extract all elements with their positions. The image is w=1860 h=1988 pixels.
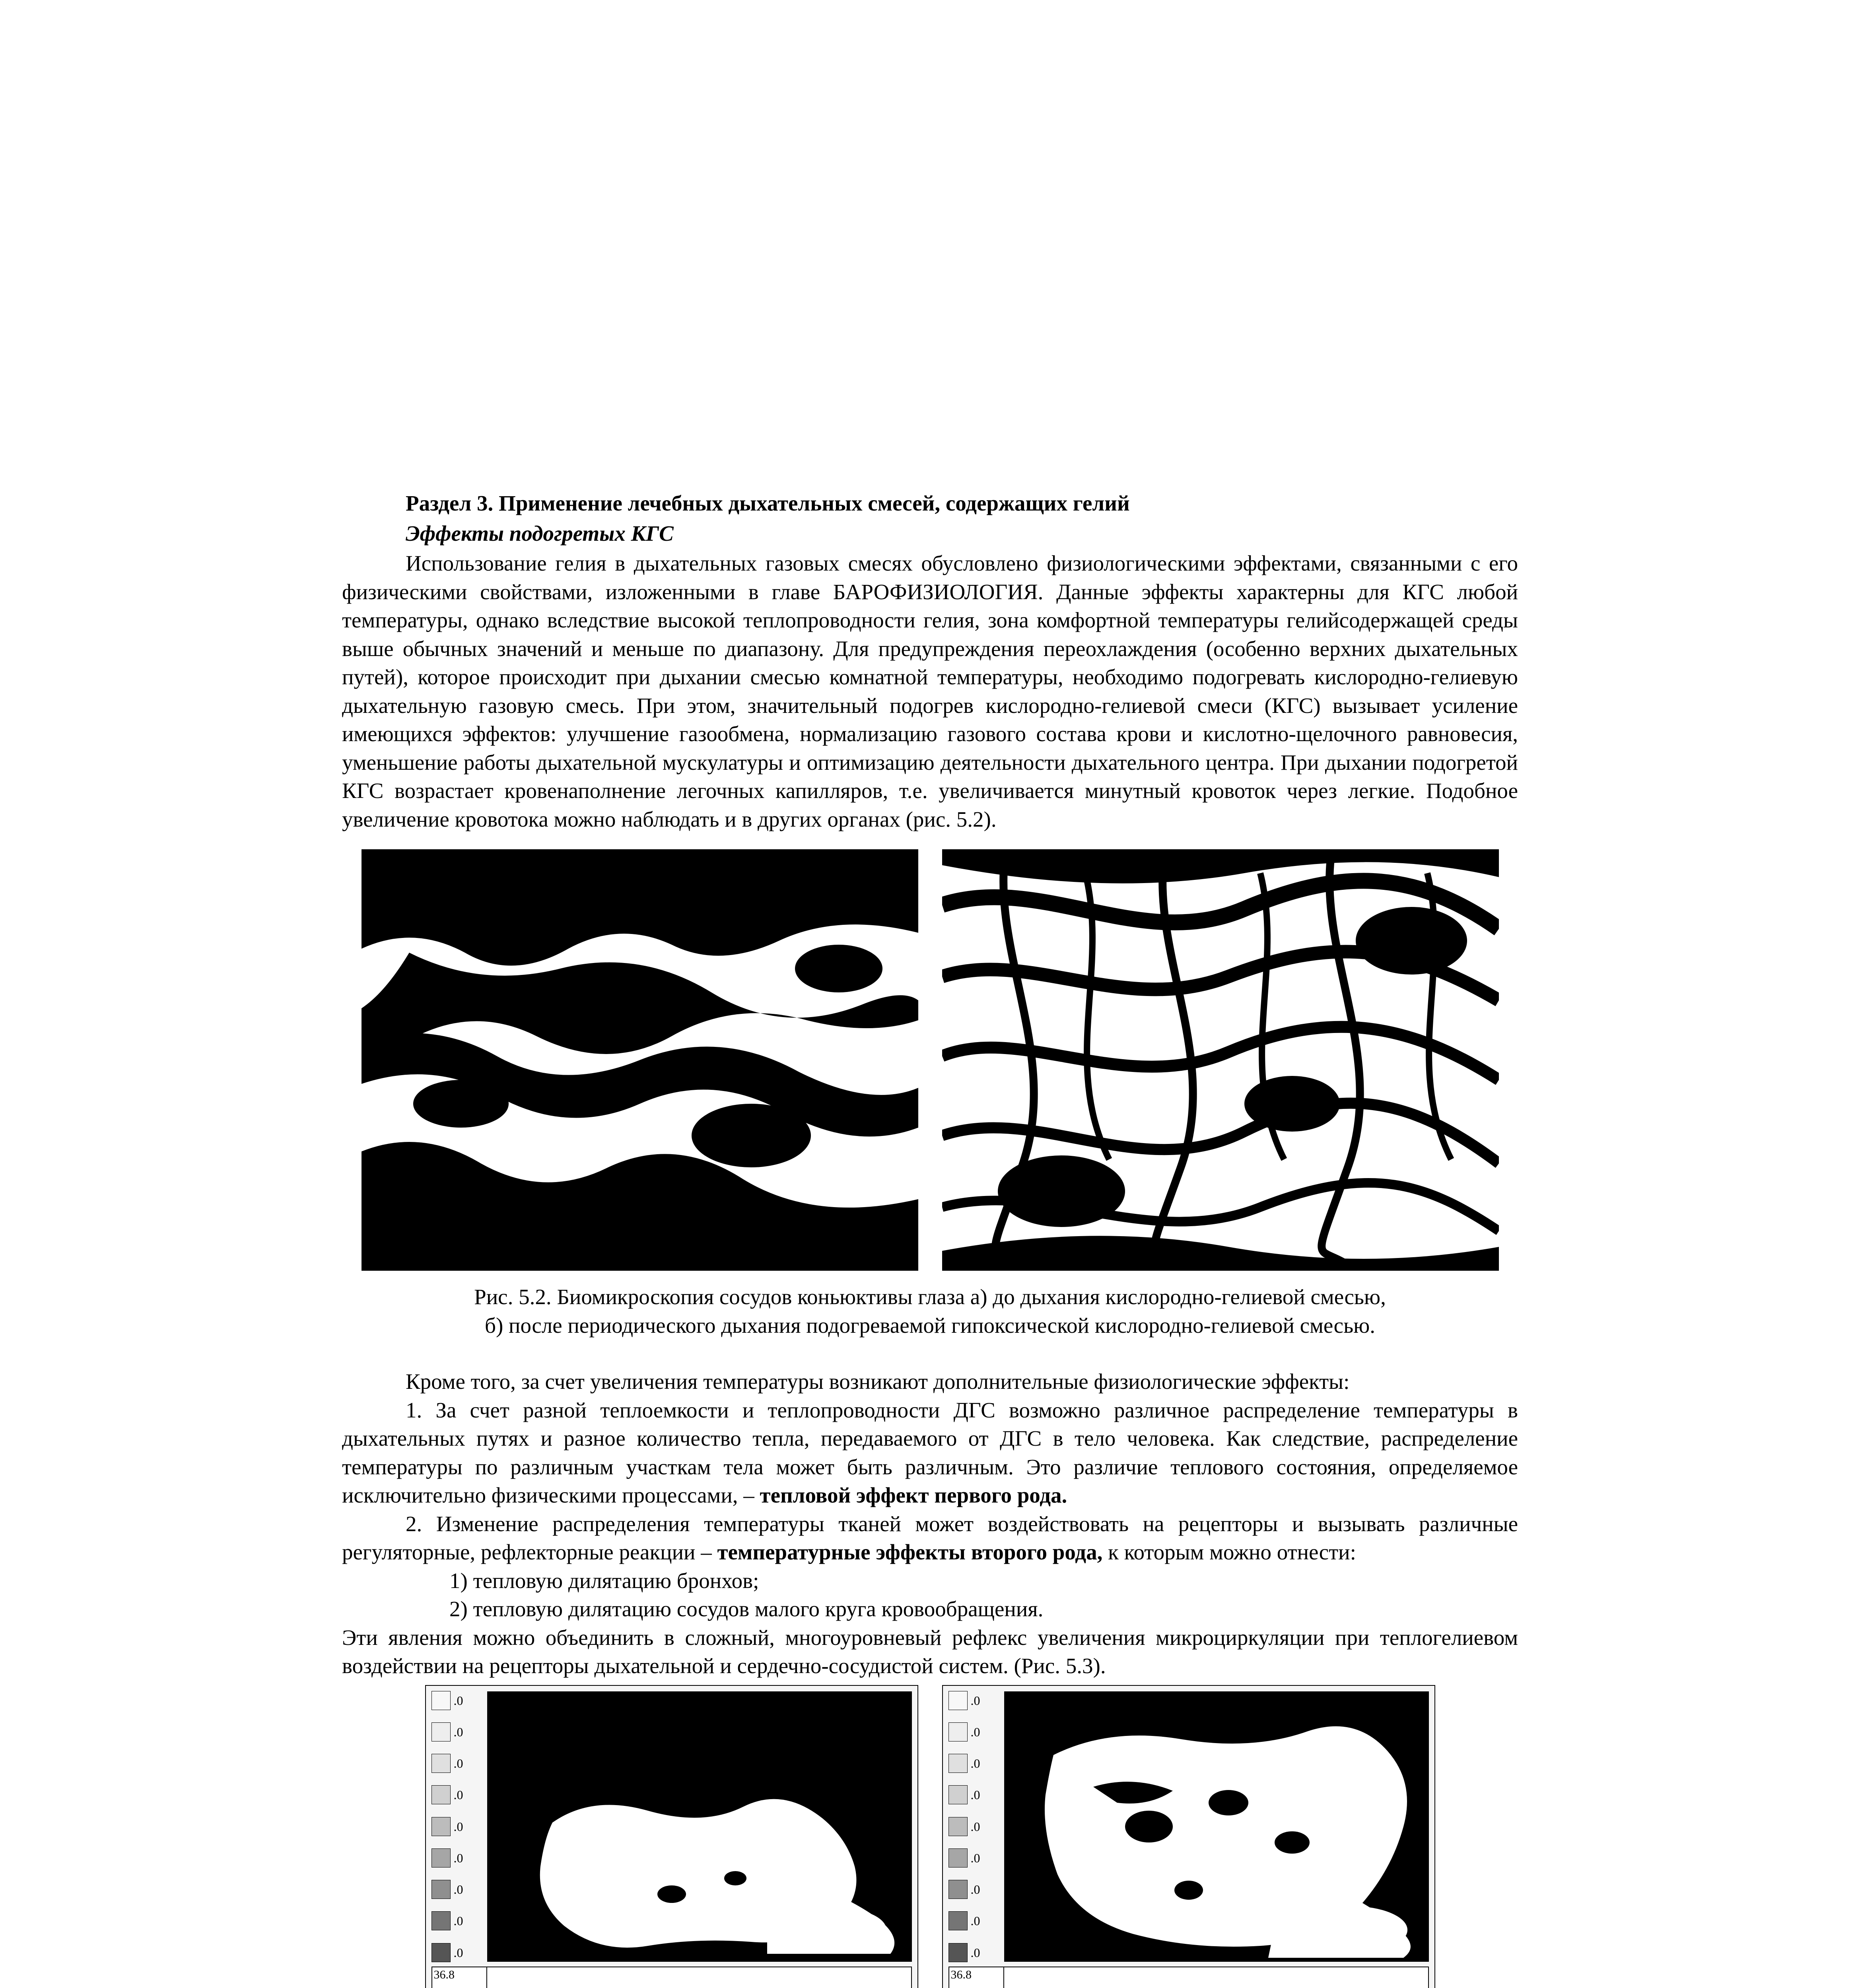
paragraph-3: 1. За счет разной теплоемкости и теплопр… bbox=[342, 1396, 1518, 1510]
swatch-icon bbox=[948, 1785, 968, 1804]
thermo-top-a: .0 .0 .0 .0 .0 .0 .0 .0 .0 bbox=[431, 1691, 912, 1962]
thermo-scale-a: .0 .0 .0 .0 .0 .0 .0 .0 .0 bbox=[431, 1691, 483, 1962]
scale-label: .0 bbox=[454, 1852, 463, 1864]
paragraph-5: Эти явления можно объединить в сложный, … bbox=[342, 1623, 1518, 1680]
strip-label: 36.8 bbox=[434, 1969, 482, 1981]
swatch-icon bbox=[948, 1691, 968, 1710]
figure-5-2-caption: Рис. 5.2. Биомикроскопия сосудов коньюкт… bbox=[474, 1283, 1386, 1340]
page: Раздел 3. Применение лечебных дыхательны… bbox=[0, 0, 1860, 1988]
figure-5-3-wrap-b: .0 .0 .0 .0 .0 .0 .0 .0 .0 bbox=[942, 1685, 1435, 1988]
swatch-icon bbox=[948, 1754, 968, 1773]
scale-label: .0 bbox=[454, 1757, 463, 1770]
strip-scale-b: 36.8 29.4 22.0 bbox=[949, 1967, 1001, 1988]
section-subheading: Эффекты подогретых КГС bbox=[342, 519, 1518, 548]
scale-label: .0 bbox=[971, 1820, 980, 1833]
thermo-panel-a: .0 .0 .0 .0 .0 .0 .0 .0 .0 bbox=[425, 1685, 918, 1988]
scale-label: .0 bbox=[454, 1820, 463, 1833]
paragraph-2: Кроме того, за счет увеличения температу… bbox=[342, 1367, 1518, 1396]
swatch-icon bbox=[431, 1785, 451, 1804]
swatch-icon bbox=[431, 1848, 451, 1868]
swatch-icon bbox=[431, 1943, 451, 1962]
figure-5-2: Рис. 5.2. Биомикроскопия сосудов коньюкт… bbox=[342, 849, 1518, 1355]
swatch-icon bbox=[431, 1722, 451, 1741]
swatch-icon bbox=[948, 1943, 968, 1962]
figure-5-2-caption-line2: б) после периодического дыхания подогрев… bbox=[485, 1313, 1375, 1338]
swatch-icon bbox=[431, 1817, 451, 1836]
scale-label: .0 bbox=[971, 1852, 980, 1864]
scale-label: .0 bbox=[971, 1788, 980, 1801]
paragraph-4-bold: температурные эффекты второго рода, bbox=[717, 1540, 1103, 1564]
scale-label: .0 bbox=[454, 1788, 463, 1801]
swatch-icon bbox=[431, 1691, 451, 1710]
scale-label: .0 bbox=[454, 1694, 463, 1707]
paragraph-1: Использование гелия в дыхательных газовы… bbox=[342, 549, 1518, 833]
scale-label: .0 bbox=[971, 1914, 980, 1927]
scale-label: .0 bbox=[971, 1694, 980, 1707]
list-item-2: 2) тепловую дилятацию сосудов малого кру… bbox=[342, 1595, 1518, 1623]
thermo-strip-a: 36.8 29.4 22.0 bbox=[431, 1967, 912, 1988]
thermo-strip-b: 36.8 29.4 22.0 bbox=[948, 1967, 1429, 1988]
list-item-1: 1) тепловую дилятацию бронхов; bbox=[342, 1567, 1518, 1595]
section-heading: Раздел 3. Применение лечебных дыхательны… bbox=[342, 489, 1518, 518]
thermo-top-b: .0 .0 .0 .0 .0 .0 .0 .0 .0 bbox=[948, 1691, 1429, 1962]
vessel-image-a bbox=[362, 849, 918, 1271]
scale-label: .0 bbox=[971, 1946, 980, 1959]
scale-label: .0 bbox=[454, 1914, 463, 1927]
swatch-icon bbox=[948, 1911, 968, 1930]
strip-graph-a bbox=[484, 1967, 911, 1988]
swatch-icon bbox=[948, 1722, 968, 1741]
swatch-icon bbox=[948, 1880, 968, 1899]
strip-scale-a: 36.8 29.4 22.0 bbox=[432, 1967, 484, 1988]
swatch-icon bbox=[431, 1911, 451, 1930]
figure-5-2-panel-b bbox=[942, 849, 1499, 1271]
scale-label: .0 bbox=[454, 1726, 463, 1738]
thermo-image-b bbox=[1004, 1691, 1429, 1962]
scale-label: .0 bbox=[971, 1883, 980, 1896]
scale-label: .0 bbox=[971, 1757, 980, 1770]
swatch-icon bbox=[948, 1848, 968, 1868]
paragraph-4-text-b: к которым можно отнести: bbox=[1102, 1540, 1356, 1564]
swatch-icon bbox=[948, 1817, 968, 1836]
paragraph-3-bold: тепловой эффект первого рода. bbox=[760, 1483, 1067, 1507]
figure-5-2-row bbox=[362, 849, 1499, 1271]
figure-5-2-caption-line1: Рис. 5.2. Биомикроскопия сосудов коньюкт… bbox=[474, 1285, 1386, 1309]
scale-label: .0 bbox=[454, 1883, 463, 1896]
swatch-icon bbox=[431, 1880, 451, 1899]
thermo-image-a bbox=[487, 1691, 912, 1962]
figure-5-3-row: .0 .0 .0 .0 .0 .0 .0 .0 .0 bbox=[425, 1685, 1435, 1988]
figure-5-3-wrap-a: .0 .0 .0 .0 .0 .0 .0 .0 .0 bbox=[425, 1685, 918, 1988]
scale-label: .0 bbox=[454, 1946, 463, 1959]
vessel-image-b bbox=[942, 849, 1499, 1271]
paragraph-4: 2. Изменение распределения температуры т… bbox=[342, 1510, 1518, 1567]
swatch-icon bbox=[431, 1754, 451, 1773]
thermo-panel-b: .0 .0 .0 .0 .0 .0 .0 .0 .0 bbox=[942, 1685, 1435, 1988]
thermo-scale-b: .0 .0 .0 .0 .0 .0 .0 .0 .0 bbox=[948, 1691, 1000, 1962]
figure-5-3: .0 .0 .0 .0 .0 .0 .0 .0 .0 bbox=[342, 1685, 1518, 1988]
strip-graph-b bbox=[1001, 1967, 1428, 1988]
figure-5-2-panel-a bbox=[362, 849, 918, 1271]
scale-label: .0 bbox=[971, 1726, 980, 1738]
strip-label: 36.8 bbox=[951, 1969, 999, 1981]
